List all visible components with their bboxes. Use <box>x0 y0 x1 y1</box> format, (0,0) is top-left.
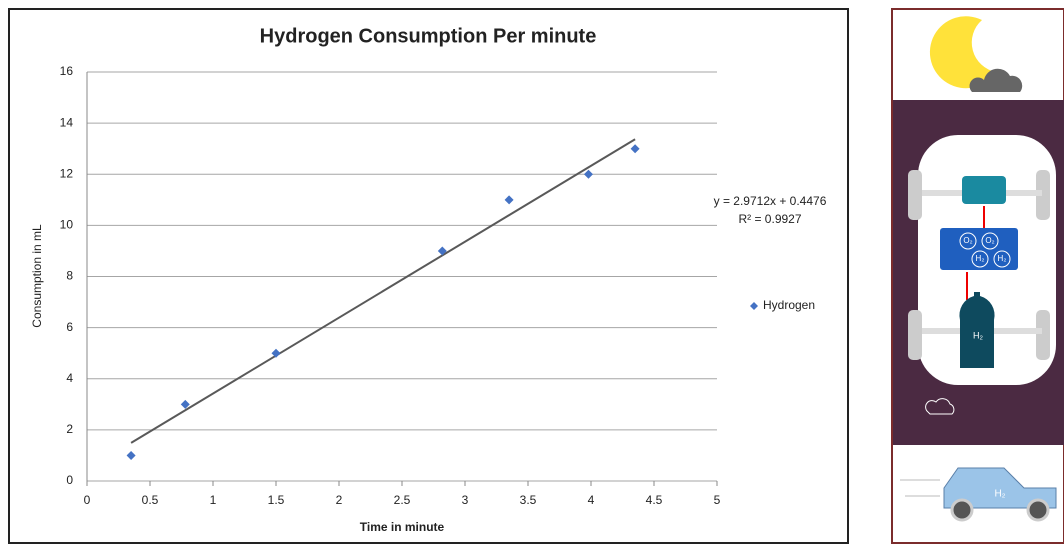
molecule <box>993 250 1011 268</box>
x-tick-label: 4 <box>588 493 595 507</box>
wheel <box>1036 170 1050 220</box>
point <box>126 450 136 460</box>
y-tick-label: 6 <box>66 320 73 334</box>
molecule-label: O₂ <box>985 236 994 245</box>
molecule-label: O₂ <box>963 236 972 245</box>
exhaust-cloud <box>925 398 955 415</box>
legend-marker <box>750 302 758 310</box>
x-tick-label: 3 <box>462 493 469 507</box>
x-tick-label: 3.5 <box>520 493 537 507</box>
point <box>504 195 514 205</box>
molecule <box>971 250 989 268</box>
car-wheel <box>950 498 974 522</box>
y-tick-label: 12 <box>60 166 74 180</box>
y-axis-label: Consumption in mL <box>30 224 44 328</box>
y-tick-label: 0 <box>66 473 73 487</box>
point <box>583 169 593 179</box>
molecule-label: H₂ <box>998 254 1007 263</box>
molecule <box>959 232 977 250</box>
point <box>271 348 281 358</box>
r-squared: R² = 0.9927 <box>738 212 801 226</box>
x-tick-label: 0 <box>84 493 91 507</box>
y-tick-label: 2 <box>66 422 73 436</box>
legend-label: Hydrogen <box>763 298 815 312</box>
hydrogen-tank <box>959 292 995 368</box>
moon <box>929 16 996 89</box>
cloud <box>969 68 1023 92</box>
y-tick-label: 10 <box>60 218 74 232</box>
chart: Hydrogen Consumption Per minute Time in … <box>30 25 827 534</box>
chart-title: Hydrogen Consumption Per minute <box>260 25 597 47</box>
x-tick-label: 1 <box>210 493 217 507</box>
y-tick-label: 14 <box>60 115 74 129</box>
point <box>437 246 447 256</box>
x-axis-label: Time in minute <box>360 520 445 534</box>
wheel <box>908 310 922 360</box>
tank-label: H₂ <box>973 330 983 340</box>
wheel <box>908 170 922 220</box>
x-tick-label: 5 <box>714 493 721 507</box>
x-tick-label: 2 <box>336 493 343 507</box>
trendline-equation: y = 2.9712x + 0.4476 <box>714 194 827 208</box>
y-tick-label: 16 <box>60 64 74 78</box>
point <box>180 399 190 409</box>
illustration: O₂ O₂ H₂ H₂ H₂ H₂ <box>891 8 1064 544</box>
wheel <box>1036 310 1050 360</box>
x-tick-label: 1.5 <box>268 493 285 507</box>
y-tick-label: 4 <box>66 371 73 385</box>
x-tick-label: 0.5 <box>142 493 159 507</box>
x-tick-label: 2.5 <box>394 493 411 507</box>
trendline <box>130 138 636 444</box>
x-tick-label: 4.5 <box>646 493 663 507</box>
molecule-label: H₂ <box>976 254 985 263</box>
engine <box>962 176 1006 204</box>
car-label: H₂ <box>994 489 1005 500</box>
car-wheel <box>1026 498 1050 522</box>
y-tick-label: 8 <box>66 269 73 283</box>
point <box>630 144 640 154</box>
molecule <box>981 232 999 250</box>
